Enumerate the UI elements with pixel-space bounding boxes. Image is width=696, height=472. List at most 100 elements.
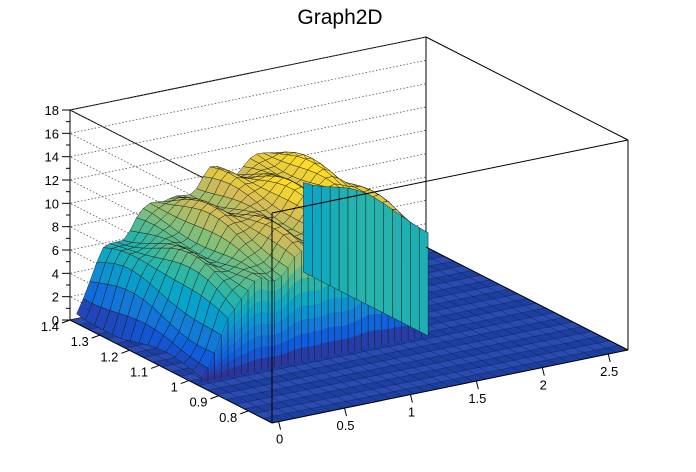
surface-side-cell (392, 209, 402, 323)
surface-wall-cell (294, 265, 302, 284)
surface-wall-cell (294, 278, 302, 297)
surface-wall-cell (228, 309, 235, 326)
surface-wall-cell (281, 316, 289, 333)
surface-mesh (76, 151, 429, 383)
y-tick (61, 319, 71, 324)
surface-wall-cell (268, 291, 275, 303)
surface-wall-cell (208, 363, 215, 375)
surface-wall-cell (241, 352, 248, 365)
surface-wall-cell (321, 299, 329, 317)
surface-wall-cell (294, 251, 302, 271)
surface-wall-cell (281, 279, 289, 299)
surface-wall-cell (234, 317, 242, 334)
surface-wall-cell (274, 354, 282, 368)
x-tick (344, 408, 348, 417)
surface-side-cell (374, 197, 384, 314)
surface-wall-cell (301, 291, 309, 307)
surface-wall-cell (274, 287, 282, 303)
surface-wall-cell (214, 372, 222, 380)
grid-line-z (68, 59, 427, 237)
surface-wall-cell (254, 358, 262, 372)
surface-wall-cell (254, 346, 262, 361)
z-tick-label: 0 (52, 313, 59, 328)
surface-wall-cell (274, 343, 282, 357)
y-tick-label: 1.4 (41, 319, 59, 334)
surface-side-cell (418, 227, 429, 337)
surface-wall-cell (288, 296, 295, 317)
surface-wall-cell (274, 332, 282, 346)
surface-wall-cell (308, 278, 315, 292)
grid-line-z (68, 106, 427, 284)
surface-wall-cell (228, 358, 235, 370)
y-tick-label: 1.1 (130, 364, 148, 379)
surface-side-cell (347, 187, 358, 300)
surface-wall-cell (248, 292, 255, 311)
surface-wall-cell (288, 257, 295, 280)
x-tick (541, 367, 545, 376)
surface-wall-cell (228, 342, 235, 355)
surface-wall-cell (368, 314, 375, 332)
surface-wall-cell (214, 356, 222, 370)
z-tick-label: 2 (52, 290, 59, 305)
y-tick-label: 0.9 (189, 395, 207, 410)
surface-wall-cell (261, 300, 269, 314)
surface-wall-cell (241, 331, 248, 346)
surface-wall-cell (214, 335, 222, 357)
surface-wall-cell (208, 369, 215, 378)
x-tick (607, 353, 611, 363)
surface-wall-cell (354, 318, 362, 337)
surface-wall-cell (361, 331, 369, 350)
surface-side-cell (329, 186, 340, 291)
surface-wall-cell (281, 304, 289, 322)
surface-wall-cell (281, 352, 289, 366)
surface-wall-cell (241, 290, 248, 309)
surface-wall-cell (248, 303, 255, 322)
box-edge-top-right (425, 36, 629, 141)
surface-wall-cell (268, 302, 275, 314)
surface-wall-cell (281, 267, 289, 288)
surface-wall-cell (234, 355, 242, 368)
z-tick-label: 4 (52, 266, 59, 281)
surface-wall-cell (321, 285, 329, 304)
surface-wall-cell (201, 377, 208, 382)
z-axis: 0 2 4 6 8 10 12 14 16 18 (45, 103, 71, 328)
box-edge-top-front (271, 139, 629, 214)
y-tick (91, 334, 100, 339)
surface-wall-cell (208, 356, 215, 372)
x-tick (278, 421, 282, 430)
surface-wall-cell (334, 312, 342, 327)
surface-wall-cell (201, 368, 208, 379)
surface-wall-cell (274, 276, 282, 292)
surface-wall-cell (261, 357, 269, 370)
floor-edge-front (271, 349, 629, 424)
surface-wall-cell (201, 376, 208, 382)
y-tick (210, 395, 219, 400)
surface-wall-cell (281, 340, 289, 355)
surface-side-cell (356, 189, 367, 305)
surface-wall-cell (301, 319, 309, 335)
x-tick (409, 394, 413, 403)
surface-wall-cell (348, 322, 355, 339)
surface-wall-cell (201, 371, 208, 380)
surface-wall-cell (341, 311, 349, 327)
surface-wall-cell (228, 367, 235, 377)
surface-wall-cell (294, 347, 302, 364)
surface-wall-cell (234, 345, 242, 359)
z-tick-label: 6 (52, 243, 59, 258)
surface-wall-cell (308, 291, 315, 306)
surface-wall-cell (301, 278, 309, 293)
surface-wall-cell (308, 318, 315, 333)
y-tick-label: 0.8 (219, 410, 237, 425)
surface-wall-cell (254, 289, 262, 304)
surface-wall-cell (268, 335, 275, 347)
surface-wall-cell (241, 311, 248, 328)
y-tick (150, 364, 160, 369)
y-tick-label: 1.3 (71, 334, 89, 349)
surface-wall-cell (281, 291, 289, 310)
surface-wall-cell (248, 326, 255, 342)
surface-wall-cell (248, 348, 255, 363)
surface-wall-cell (221, 340, 228, 357)
surface-wall-cell (274, 310, 282, 325)
